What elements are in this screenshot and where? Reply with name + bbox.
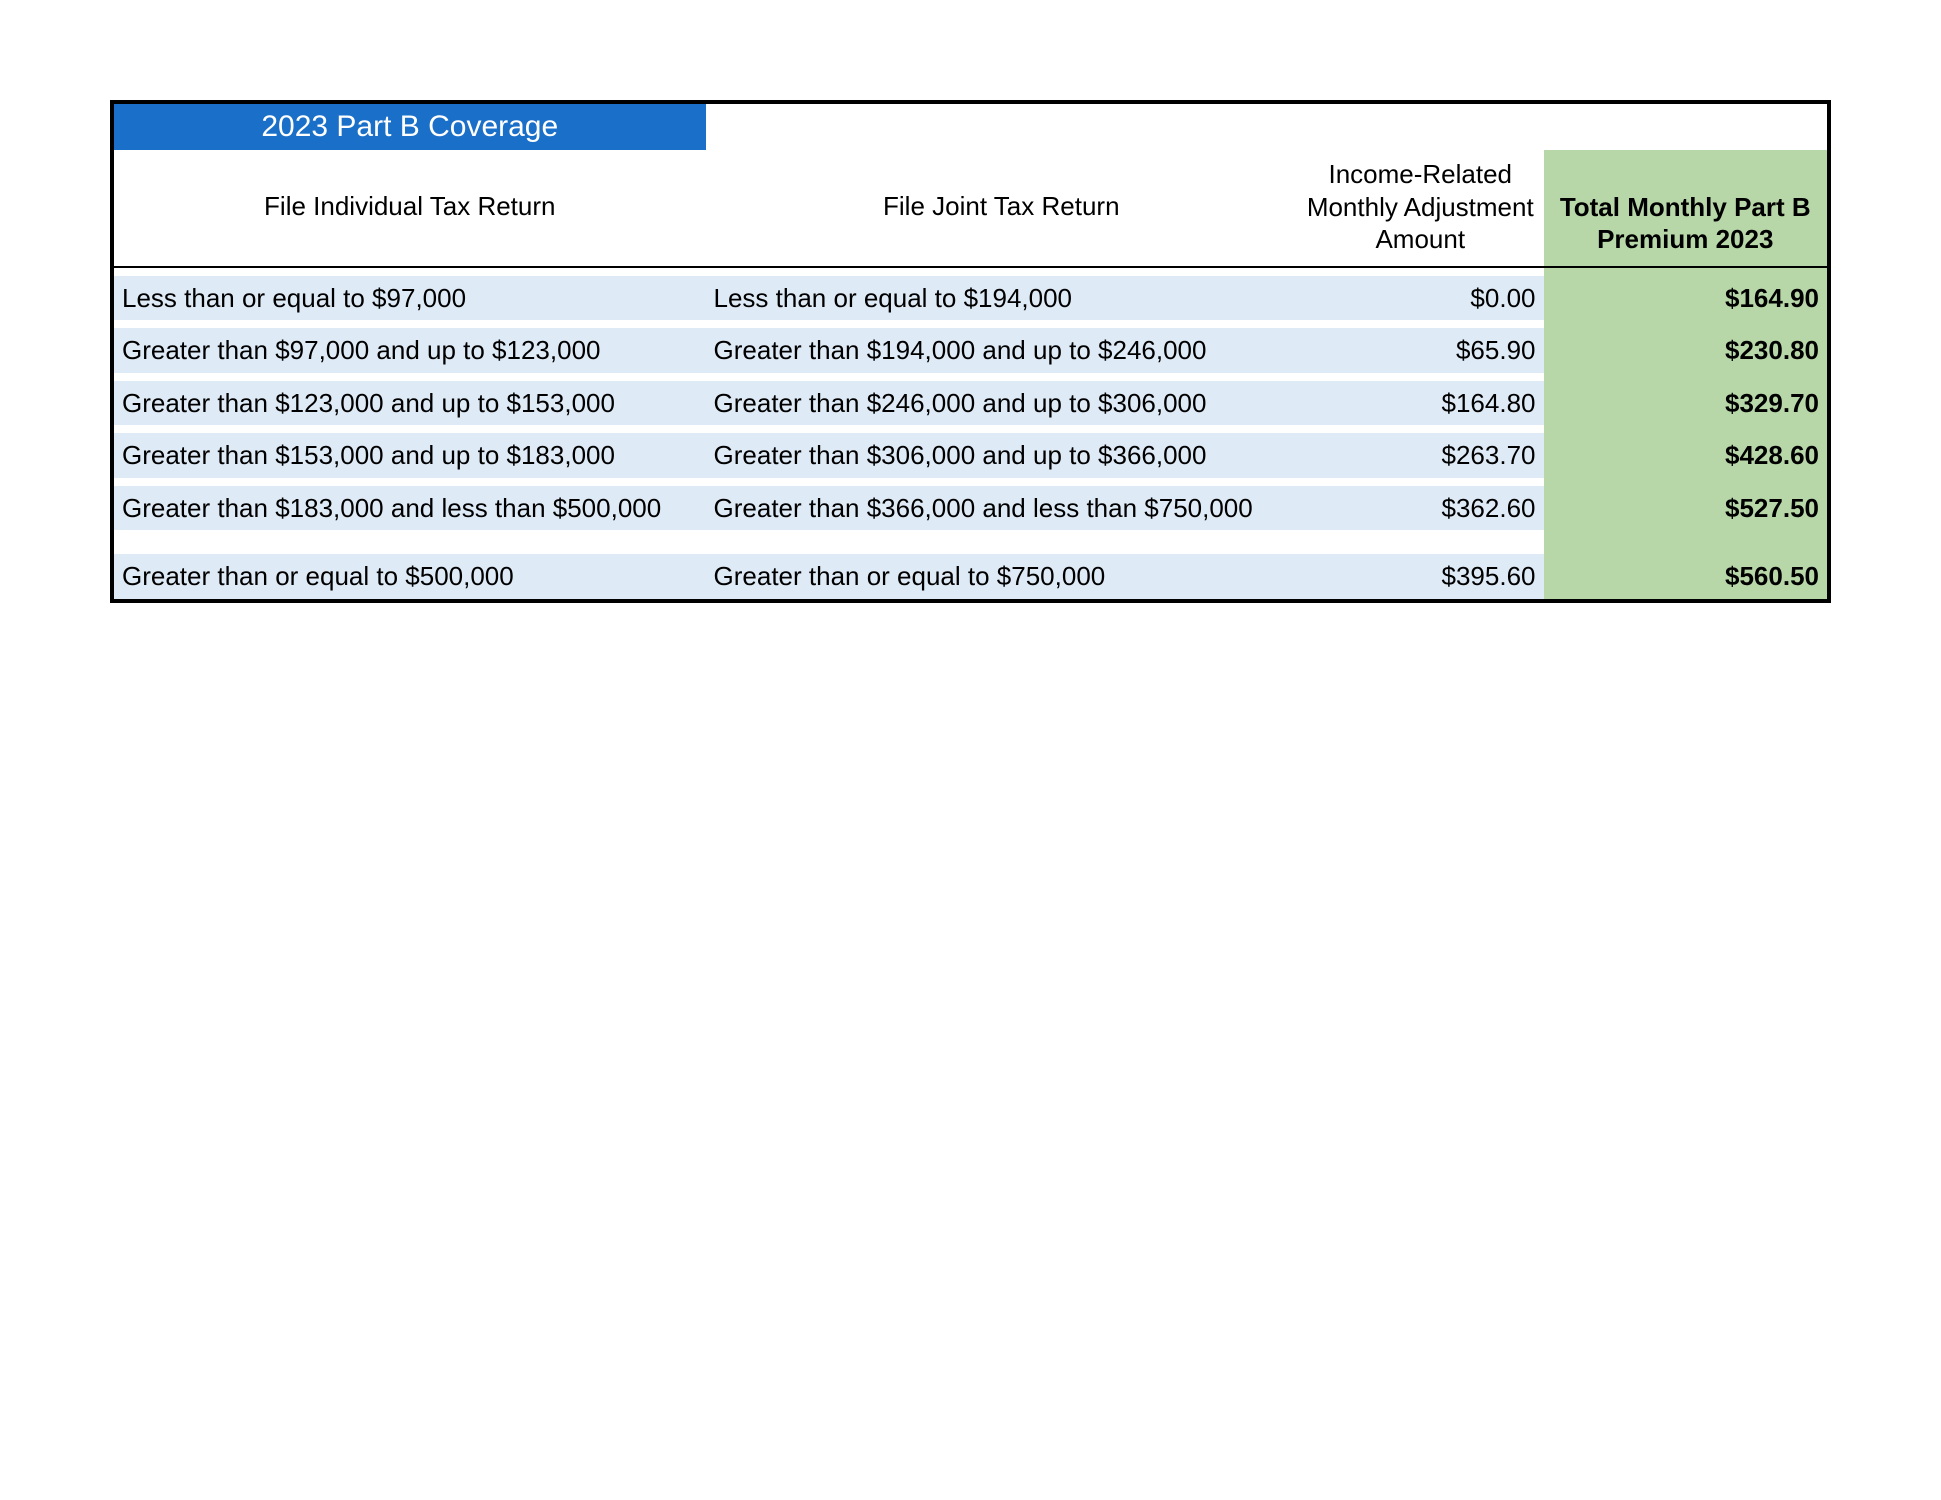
cell-total: $230.80 — [1544, 328, 1828, 373]
row-gap — [114, 320, 1827, 328]
table-row: Greater than $183,000 and less than $500… — [114, 486, 1827, 531]
col-header-total: Total Monthly Part B Premium 2023 — [1544, 150, 1828, 266]
table-title: 2023 Part B Coverage — [114, 104, 706, 150]
col-header-joint: File Joint Tax Return — [706, 150, 1298, 266]
cell-irmaa: $65.90 — [1297, 328, 1543, 373]
cell-individual: Greater than or equal to $500,000 — [114, 554, 706, 599]
cell-total: $329.70 — [1544, 381, 1828, 426]
cell-individual: Greater than $183,000 and less than $500… — [114, 486, 706, 531]
cell-total: $428.60 — [1544, 433, 1828, 478]
cell-individual: Greater than $97,000 and up to $123,000 — [114, 328, 706, 373]
col-header-irmaa: Income-Related Monthly Adjustment Amount — [1297, 150, 1543, 266]
cell-irmaa: $362.60 — [1297, 486, 1543, 531]
table-row: Less than or equal to $97,000Less than o… — [114, 276, 1827, 321]
cell-joint: Greater than $246,000 and up to $306,000 — [706, 381, 1298, 426]
row-gap — [114, 530, 1827, 538]
row-gap — [114, 267, 1827, 276]
cell-individual: Less than or equal to $97,000 — [114, 276, 706, 321]
row-gap — [114, 425, 1827, 433]
row-gap — [114, 538, 1827, 546]
table-row: Greater than or equal to $500,000Greater… — [114, 554, 1827, 599]
cell-joint: Greater than $366,000 and less than $750… — [706, 486, 1298, 531]
row-gap — [114, 478, 1827, 486]
cell-irmaa: $164.80 — [1297, 381, 1543, 426]
cell-irmaa: $395.60 — [1297, 554, 1543, 599]
cell-joint: Greater than $194,000 and up to $246,000 — [706, 328, 1298, 373]
page: 2023 Part B Coverage File Individual Tax… — [0, 0, 1941, 1500]
table-row: Greater than $97,000 and up to $123,000G… — [114, 328, 1827, 373]
row-gap — [114, 373, 1827, 381]
cell-joint: Greater than or equal to $750,000 — [706, 554, 1298, 599]
cell-joint: Greater than $306,000 and up to $366,000 — [706, 433, 1298, 478]
title-row: 2023 Part B Coverage — [114, 104, 1827, 150]
table-row: Greater than $153,000 and up to $183,000… — [114, 433, 1827, 478]
row-gap — [114, 546, 1827, 554]
premium-table: 2023 Part B Coverage File Individual Tax… — [114, 104, 1827, 599]
cell-total: $164.90 — [1544, 276, 1828, 321]
premium-table-wrap: 2023 Part B Coverage File Individual Tax… — [110, 100, 1831, 603]
header-row: File Individual Tax Return File Joint Ta… — [114, 150, 1827, 266]
title-spacer — [706, 104, 1827, 150]
cell-total: $527.50 — [1544, 486, 1828, 531]
cell-irmaa: $263.70 — [1297, 433, 1543, 478]
cell-individual: Greater than $153,000 and up to $183,000 — [114, 433, 706, 478]
cell-joint: Less than or equal to $194,000 — [706, 276, 1298, 321]
col-header-individual: File Individual Tax Return — [114, 150, 706, 266]
cell-total: $560.50 — [1544, 554, 1828, 599]
cell-individual: Greater than $123,000 and up to $153,000 — [114, 381, 706, 426]
table-row: Greater than $123,000 and up to $153,000… — [114, 381, 1827, 426]
cell-irmaa: $0.00 — [1297, 276, 1543, 321]
